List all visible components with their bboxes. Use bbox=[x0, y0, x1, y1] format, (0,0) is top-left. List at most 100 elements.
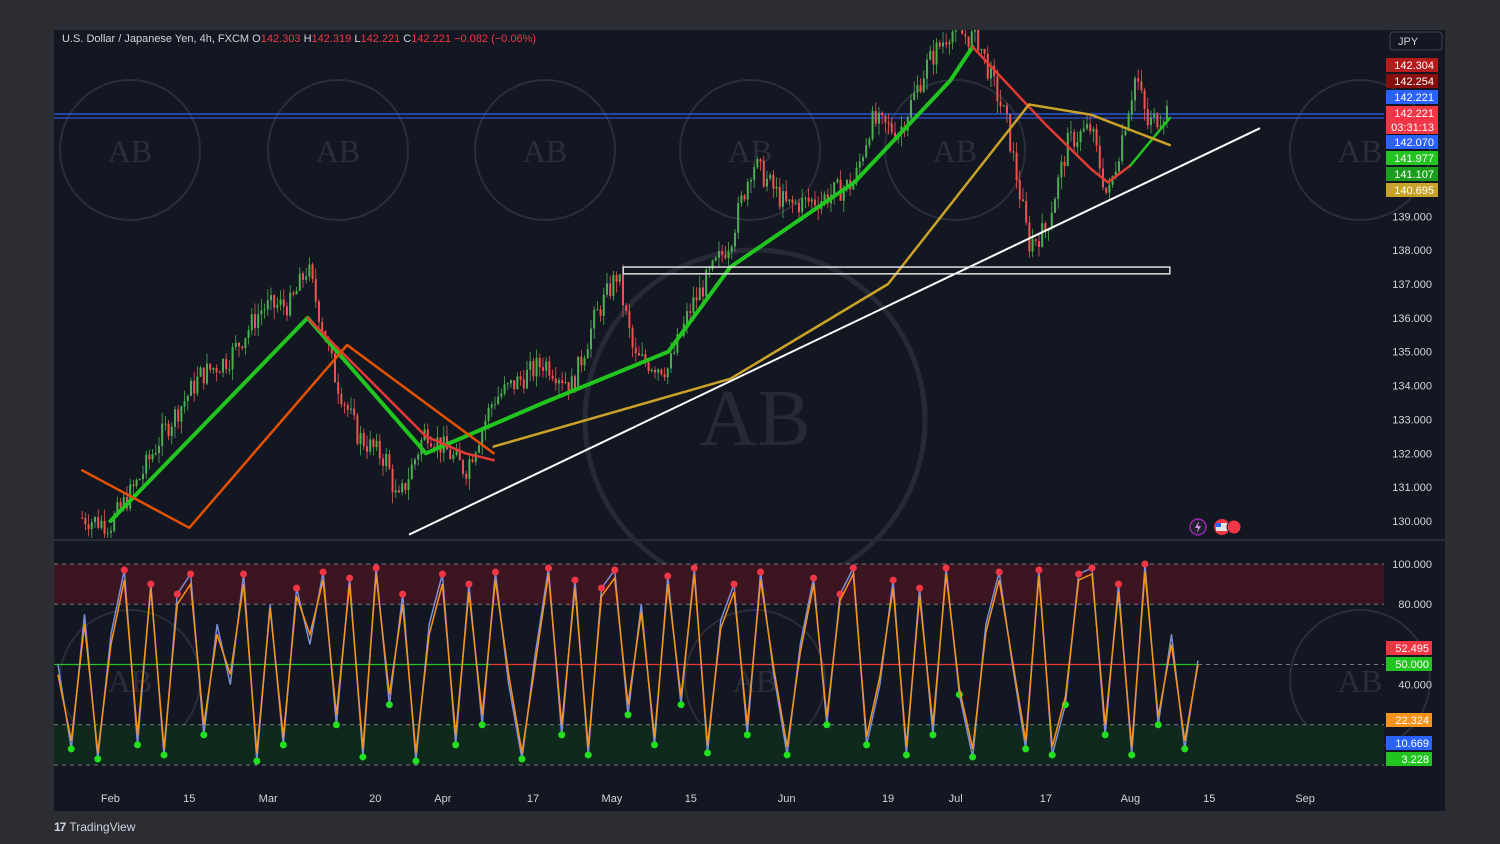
candle-body[interactable] bbox=[189, 380, 192, 396]
candle-body[interactable] bbox=[1021, 199, 1024, 202]
candle-body[interactable] bbox=[378, 440, 381, 459]
candle-body[interactable] bbox=[785, 191, 788, 202]
candle-body[interactable] bbox=[1133, 78, 1136, 101]
candle-body[interactable] bbox=[500, 393, 503, 397]
candle-body[interactable] bbox=[561, 380, 564, 384]
candle-body[interactable] bbox=[356, 415, 359, 444]
candle-body[interactable] bbox=[836, 179, 839, 183]
candle-body[interactable] bbox=[913, 92, 916, 100]
candle-body[interactable] bbox=[1124, 130, 1127, 136]
candle-body[interactable] bbox=[253, 314, 256, 329]
candle-body[interactable] bbox=[711, 260, 714, 270]
candle-body[interactable] bbox=[170, 426, 173, 437]
candle-body[interactable] bbox=[733, 232, 736, 247]
candle-body[interactable] bbox=[778, 186, 781, 207]
candle-body[interactable] bbox=[1009, 114, 1012, 152]
candle-body[interactable] bbox=[717, 251, 720, 258]
candle-body[interactable] bbox=[1079, 131, 1082, 142]
candle-body[interactable] bbox=[634, 347, 637, 353]
candle-body[interactable] bbox=[1057, 177, 1060, 200]
candle-body[interactable] bbox=[775, 186, 778, 189]
candle-body[interactable] bbox=[855, 167, 858, 184]
candle-body[interactable] bbox=[247, 330, 250, 339]
candle-body[interactable] bbox=[385, 454, 388, 467]
candle-body[interactable] bbox=[689, 311, 692, 313]
candle-body[interactable] bbox=[401, 483, 404, 493]
candle-body[interactable] bbox=[109, 530, 112, 533]
candle-body[interactable] bbox=[919, 85, 922, 92]
candle-body[interactable] bbox=[193, 380, 196, 394]
candle-body[interactable] bbox=[433, 446, 436, 448]
candle-body[interactable] bbox=[353, 408, 356, 416]
candle-body[interactable] bbox=[503, 384, 506, 394]
candle-body[interactable] bbox=[925, 59, 928, 79]
candle-body[interactable] bbox=[263, 309, 266, 311]
candle-body[interactable] bbox=[714, 257, 717, 261]
moving-average-line[interactable] bbox=[306, 316, 495, 462]
candle-body[interactable] bbox=[893, 132, 896, 140]
candle-body[interactable] bbox=[909, 99, 912, 118]
candle-body[interactable] bbox=[740, 195, 743, 204]
candle-body[interactable] bbox=[228, 369, 231, 371]
candle-body[interactable] bbox=[813, 199, 816, 206]
candle-body[interactable] bbox=[205, 363, 208, 384]
candle-body[interactable] bbox=[788, 199, 791, 202]
candle-body[interactable] bbox=[458, 450, 461, 461]
candle-body[interactable] bbox=[295, 290, 298, 295]
candle-body[interactable] bbox=[1050, 212, 1053, 229]
candle-body[interactable] bbox=[961, 26, 964, 35]
candle-body[interactable] bbox=[218, 372, 221, 374]
candle-body[interactable] bbox=[807, 197, 810, 202]
candle-body[interactable] bbox=[541, 367, 544, 371]
candle-body[interactable] bbox=[932, 50, 935, 65]
candle-body[interactable] bbox=[266, 300, 269, 310]
candle-body[interactable] bbox=[122, 497, 125, 508]
candle-body[interactable] bbox=[573, 376, 576, 390]
candle-body[interactable] bbox=[922, 78, 925, 92]
candle-body[interactable] bbox=[746, 181, 749, 200]
candle-body[interactable] bbox=[212, 367, 215, 370]
candle-body[interactable] bbox=[119, 501, 122, 508]
candle-body[interactable] bbox=[468, 459, 471, 479]
oscillator-line[interactable] bbox=[57, 571, 1199, 754]
candle-body[interactable] bbox=[477, 445, 480, 453]
candle-body[interactable] bbox=[375, 440, 378, 448]
candle-body[interactable] bbox=[804, 197, 807, 199]
candle-body[interactable] bbox=[548, 361, 551, 376]
candle-body[interactable] bbox=[317, 301, 320, 323]
candle-body[interactable] bbox=[349, 408, 352, 410]
candle-body[interactable] bbox=[1137, 78, 1140, 82]
candle-body[interactable] bbox=[570, 376, 573, 392]
candle-body[interactable] bbox=[474, 452, 477, 462]
candle-body[interactable] bbox=[877, 112, 880, 124]
candle-body[interactable] bbox=[209, 363, 212, 370]
candle-body[interactable] bbox=[1002, 105, 1005, 107]
candle-body[interactable] bbox=[1165, 106, 1168, 122]
candle-body[interactable] bbox=[842, 188, 845, 201]
moving-average-line[interactable] bbox=[80, 343, 495, 530]
candle-body[interactable] bbox=[301, 273, 304, 280]
candle-body[interactable] bbox=[769, 174, 772, 179]
candle-body[interactable] bbox=[1082, 128, 1085, 132]
candle-body[interactable] bbox=[1092, 128, 1095, 132]
candle-body[interactable] bbox=[1073, 131, 1076, 147]
candle-body[interactable] bbox=[1114, 171, 1117, 177]
candle-body[interactable] bbox=[833, 182, 836, 195]
candle-body[interactable] bbox=[749, 180, 752, 182]
candle-body[interactable] bbox=[647, 362, 650, 372]
candle-body[interactable] bbox=[673, 352, 676, 354]
candle-body[interactable] bbox=[343, 404, 346, 406]
candle-body[interactable] bbox=[337, 382, 340, 394]
candle-body[interactable] bbox=[84, 517, 87, 525]
candle-body[interactable] bbox=[372, 439, 375, 448]
candle-body[interactable] bbox=[756, 159, 759, 168]
trend-line[interactable] bbox=[408, 127, 1261, 536]
candle-body[interactable] bbox=[497, 396, 500, 404]
candle-body[interactable] bbox=[753, 167, 756, 181]
moving-average-line[interactable] bbox=[492, 103, 1172, 448]
candle-body[interactable] bbox=[977, 28, 980, 51]
candle-body[interactable] bbox=[1095, 128, 1098, 146]
candle-body[interactable] bbox=[365, 446, 368, 452]
candle-body[interactable] bbox=[285, 306, 288, 316]
candle-body[interactable] bbox=[314, 278, 317, 302]
